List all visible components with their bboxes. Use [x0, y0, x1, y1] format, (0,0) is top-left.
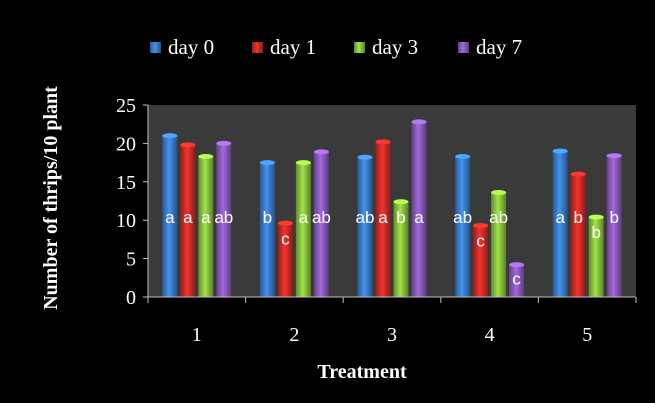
- significance-label: a: [165, 208, 175, 227]
- bar-top-day-7-treatment-5: [606, 153, 622, 159]
- bar-top-day-1-treatment-5: [570, 171, 586, 177]
- y-axis-title: Number of thrips/10 plant: [40, 86, 62, 310]
- significance-label: ab: [312, 208, 331, 227]
- bar-top-day-0-treatment-4: [455, 153, 471, 159]
- legend-swatch: [150, 42, 161, 53]
- bar-top-day-7-treatment-1: [216, 140, 232, 146]
- y-tick-label: 25: [116, 95, 136, 117]
- significance-label: ab: [489, 208, 508, 227]
- x-tick-label: 2: [289, 324, 299, 346]
- legend-label: day 1: [270, 35, 316, 59]
- bar-day-3-treatment-4: [491, 192, 507, 297]
- legend-swatch: [354, 42, 365, 53]
- bar-top-day-3-treatment-2: [295, 160, 311, 166]
- bar-top-day-0-treatment-5: [552, 148, 568, 154]
- bar-day-3-treatment-3: [393, 201, 409, 297]
- y-tick-label: 0: [126, 287, 136, 309]
- bar-day-7-treatment-3: [411, 121, 427, 297]
- bar-top-day-1-treatment-1: [180, 142, 196, 148]
- bar-top-day-1-treatment-3: [375, 139, 391, 145]
- bar-day-0-treatment-2: [259, 162, 275, 297]
- bar-day-3-treatment-5: [588, 217, 604, 297]
- bar-top-day-7-treatment-4: [509, 262, 525, 268]
- bar-top-day-3-treatment-3: [393, 199, 409, 205]
- bar-day-7-treatment-4: [509, 264, 525, 297]
- significance-label: c: [476, 232, 485, 251]
- bar-top-day-0-treatment-1: [162, 133, 178, 139]
- x-tick-label: 3: [387, 324, 397, 346]
- bar-top-day-0-treatment-2: [259, 160, 275, 166]
- significance-label: a: [555, 208, 565, 227]
- bar-day-1-treatment-3: [375, 141, 391, 297]
- x-tick-label: 4: [485, 324, 495, 346]
- bar-top-day-1-treatment-4: [473, 223, 489, 229]
- y-tick-label: 10: [116, 210, 136, 232]
- significance-label: c: [281, 229, 290, 248]
- legend-item-day-1: day 1: [252, 35, 316, 59]
- bar-top-day-0-treatment-3: [357, 154, 373, 160]
- bar-day-1-treatment-4: [473, 225, 489, 297]
- bar-top-day-3-treatment-4: [491, 190, 507, 196]
- legend-item-day-7: day 7: [458, 35, 522, 59]
- y-tick-label: 5: [126, 249, 136, 271]
- significance-label: b: [396, 208, 405, 227]
- bar-day-1-treatment-5: [570, 174, 586, 297]
- significance-label: a: [414, 208, 424, 227]
- y-tick-label: 15: [116, 172, 136, 194]
- bar-top-day-7-treatment-3: [411, 119, 427, 125]
- legend-label: day 7: [476, 35, 522, 59]
- significance-label: a: [183, 208, 193, 227]
- legend-swatch: [252, 42, 263, 53]
- significance-label: ab: [356, 208, 375, 227]
- bar-day-3-treatment-1: [198, 156, 214, 297]
- bar-day-7-treatment-1: [216, 143, 232, 297]
- legend-item-day-0: day 0: [150, 35, 214, 59]
- significance-label: b: [263, 208, 272, 227]
- x-tick-label: 5: [582, 324, 592, 346]
- legend-item-day-3: day 3: [354, 35, 418, 59]
- bar-day-0-treatment-1: [162, 135, 178, 297]
- legend-label: day 3: [372, 35, 418, 59]
- significance-label: b: [609, 208, 618, 227]
- bar-day-3-treatment-2: [295, 162, 311, 297]
- bar-top-day-1-treatment-2: [277, 220, 293, 226]
- bar-day-7-treatment-2: [313, 151, 329, 297]
- bar-day-1-treatment-1: [180, 144, 196, 297]
- bar-day-0-treatment-3: [357, 157, 373, 297]
- significance-label: c: [512, 270, 521, 289]
- bar-top-day-3-treatment-5: [588, 214, 604, 220]
- significance-label: a: [299, 208, 309, 227]
- significance-label: a: [201, 208, 211, 227]
- bar-day-0-treatment-5: [552, 151, 568, 297]
- bar-top-day-3-treatment-1: [198, 153, 214, 159]
- significance-label: a: [378, 208, 388, 227]
- x-axis-title: Treatment: [317, 361, 407, 383]
- bar-day-1-treatment-2: [277, 223, 293, 297]
- significance-label: ab: [453, 208, 472, 227]
- bar-day-0-treatment-4: [455, 156, 471, 297]
- legend-swatch: [458, 42, 469, 53]
- significance-label: b: [573, 208, 582, 227]
- x-tick-label: 1: [192, 324, 202, 346]
- bar-day-7-treatment-5: [606, 155, 622, 297]
- significance-label: ab: [214, 208, 233, 227]
- bar-top-day-7-treatment-2: [313, 149, 329, 155]
- y-tick-label: 20: [116, 133, 136, 155]
- significance-label: b: [591, 223, 600, 242]
- legend-label: day 0: [168, 35, 214, 59]
